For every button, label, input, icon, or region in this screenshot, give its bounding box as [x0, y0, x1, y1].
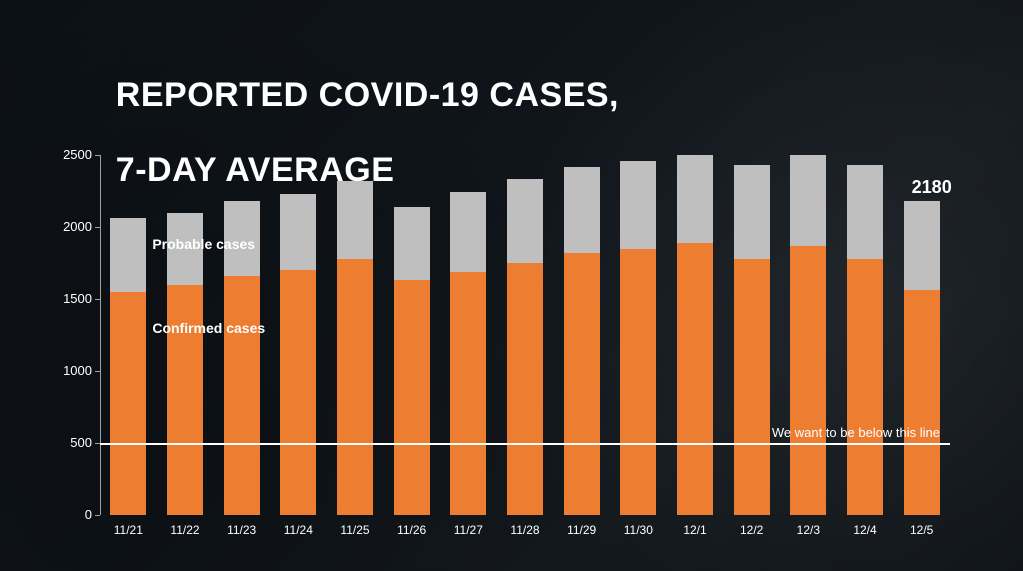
x-tick-label: 12/2	[740, 523, 763, 537]
bar-confirmed	[450, 272, 486, 515]
y-tick	[95, 227, 100, 228]
y-tick	[95, 299, 100, 300]
bar-group	[507, 155, 543, 515]
bar-probable	[904, 201, 940, 290]
bar-confirmed	[734, 259, 770, 515]
bar-group	[847, 155, 883, 515]
x-tick-label: 11/27	[454, 523, 483, 537]
bar-group	[677, 155, 713, 515]
bar-group	[110, 155, 146, 515]
bar-confirmed	[790, 246, 826, 515]
bar-probable	[450, 192, 486, 271]
y-tick-label: 1000	[52, 363, 92, 378]
bar-probable	[847, 165, 883, 259]
legend-confirmed: Confirmed cases	[152, 320, 265, 336]
bar-confirmed	[110, 292, 146, 515]
y-axis-line	[100, 155, 101, 515]
x-tick-label: 11/26	[397, 523, 426, 537]
bar-group	[734, 155, 770, 515]
bar-probable	[790, 155, 826, 246]
bar-group	[564, 155, 600, 515]
y-tick-label: 0	[52, 507, 92, 522]
bar-probable	[394, 207, 430, 280]
bar-confirmed	[564, 253, 600, 515]
y-tick	[95, 371, 100, 372]
bar-group	[337, 155, 373, 515]
x-tick-label: 11/30	[624, 523, 653, 537]
x-tick-label: 11/21	[114, 523, 143, 537]
bar-confirmed	[394, 280, 430, 515]
x-tick-label: 11/22	[170, 523, 199, 537]
bar-group	[450, 155, 486, 515]
y-tick-label: 2500	[52, 147, 92, 162]
legend-probable: Probable cases	[152, 236, 255, 252]
bar-probable	[507, 179, 543, 263]
bar-probable	[280, 194, 316, 270]
x-tick-label: 12/4	[853, 523, 876, 537]
threshold-line	[100, 443, 950, 445]
bar-confirmed	[677, 243, 713, 515]
bar-group	[904, 155, 940, 515]
bar-confirmed	[507, 263, 543, 515]
bar-confirmed	[280, 270, 316, 515]
bar-confirmed	[224, 276, 260, 515]
bar-probable	[110, 218, 146, 291]
bar-confirmed	[847, 259, 883, 515]
x-tick-label: 11/23	[227, 523, 256, 537]
bar-confirmed	[620, 249, 656, 515]
y-tick-label: 1500	[52, 291, 92, 306]
bar-probable	[564, 167, 600, 253]
x-tick-label: 11/25	[340, 523, 369, 537]
x-tick-label: 11/24	[284, 523, 313, 537]
x-tick-label: 12/3	[797, 523, 820, 537]
slide: REPORTED COVID-19 CASES, 7-DAY AVERAGE 0…	[0, 0, 1023, 571]
y-tick-label: 500	[52, 435, 92, 450]
bar-probable	[677, 155, 713, 243]
bar-group	[790, 155, 826, 515]
x-tick-label: 11/28	[510, 523, 539, 537]
x-tick-label: 12/5	[910, 523, 933, 537]
bar-group	[280, 155, 316, 515]
bar-confirmed	[904, 290, 940, 515]
bar-group	[620, 155, 656, 515]
title-line-1: REPORTED COVID-19 CASES,	[116, 76, 619, 114]
cases-chart: 05001000150020002500 11/2111/2211/2311/2…	[100, 155, 950, 515]
bar-confirmed	[337, 259, 373, 515]
y-tick-label: 2000	[52, 219, 92, 234]
bar-probable	[337, 181, 373, 259]
y-tick	[95, 515, 100, 516]
threshold-label: We want to be below this line	[772, 425, 940, 440]
y-tick	[95, 155, 100, 156]
x-tick-label: 12/1	[683, 523, 706, 537]
bar-group	[394, 155, 430, 515]
last-bar-callout: 2180	[912, 177, 952, 198]
x-tick-label: 11/29	[567, 523, 596, 537]
bar-probable	[734, 165, 770, 259]
bar-probable	[620, 161, 656, 249]
